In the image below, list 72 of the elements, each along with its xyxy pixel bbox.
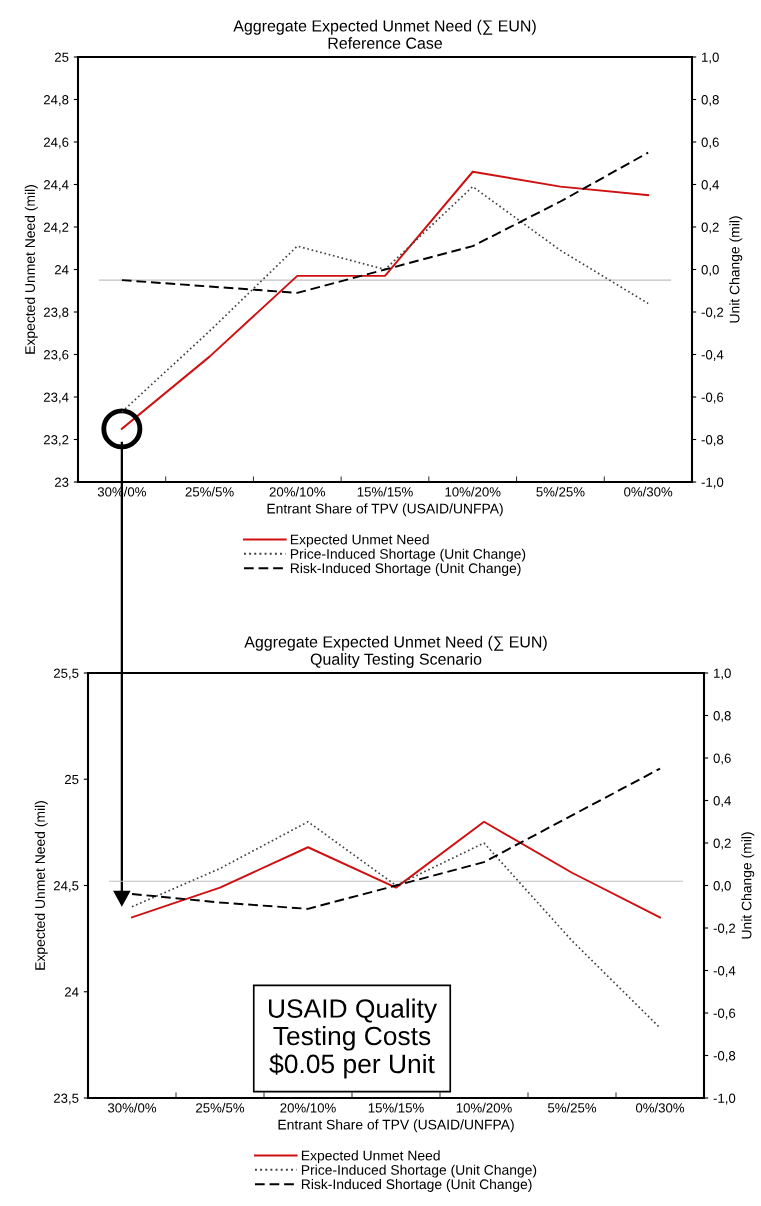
y2-tick-label: 0,6	[701, 137, 719, 149]
x-tick-label: 0%/30%	[624, 486, 673, 497]
x-axis-title: Entrant Share of TPV (USAID/UNFPA)	[278, 1119, 514, 1133]
y-tick-label: 23,6	[43, 350, 69, 361]
x-tick-label: 0%/30%	[635, 1102, 685, 1113]
y2-tick-label: -1,0	[701, 477, 724, 489]
y-tick-label: 25	[64, 774, 79, 785]
chart-subtitle: Reference Case	[328, 37, 442, 49]
x-tick-label: 5%/25%	[547, 1102, 597, 1113]
y-axis-title: Expected Unmet Need (mil)	[24, 185, 38, 354]
y2-tick-label: -0,2	[701, 307, 724, 319]
y-tick-label: 24,8	[43, 95, 69, 106]
y2-tick-label: -0,2	[713, 923, 736, 935]
x-tick-label: 30%/0%	[107, 1102, 157, 1113]
y2-tick-label: 0,0	[713, 881, 731, 892]
y2-tick-label: -1,0	[713, 1093, 736, 1105]
legend-label: Price-Induced Shortage (Unit Change)	[290, 548, 526, 562]
legend-label: Expected Unmet Need	[301, 1150, 440, 1164]
y2-tick-label: -0,8	[713, 1051, 736, 1062]
y-tick-label: 24,2	[43, 222, 69, 234]
x-tick-label: 25%/5%	[185, 486, 234, 497]
y-tick-label: 24,4	[43, 180, 69, 191]
y2-tick-label: -0,8	[701, 435, 724, 446]
y-tick-label: 23,8	[43, 307, 69, 319]
y-tick-label: 25	[54, 52, 69, 62]
x-tick-label: 15%/15%	[357, 486, 413, 497]
x-tick-label: 10%/20%	[456, 1102, 512, 1113]
line-series	[120, 151, 650, 294]
y2-tick-label: 0,4	[713, 796, 731, 807]
y2-tick-label: 0,0	[701, 265, 719, 276]
y-tick-label: 23,4	[43, 392, 69, 404]
x-tick-label: 5%/25%	[536, 486, 585, 497]
x-tick-label: 15%/15%	[368, 1102, 424, 1113]
y2-tick-label: 1,0	[702, 52, 719, 64]
y2-tick-label: 0,2	[713, 838, 731, 850]
chart-title: Aggregate Expected Unmet Need (∑ EUN)	[233, 19, 536, 35]
y-tick-label: 23	[54, 477, 69, 487]
y-tick-label: 24	[54, 265, 69, 275]
chart-subtitle: Quality Testing Scenario	[310, 653, 482, 668]
y2-tick-label: 0,8	[701, 95, 719, 106]
legend-label: Risk-Induced Shortage (Unit Change)	[301, 1178, 532, 1192]
y2-axis-title: Unit Change (mil)	[729, 216, 743, 323]
y-axis-title: Expected Unmet Need (mil)	[34, 801, 48, 970]
y-tick-label: 24,5	[53, 881, 79, 892]
y2-tick-label: -0,6	[713, 1008, 736, 1020]
y2-tick-label: 0,8	[713, 711, 731, 722]
line-series	[131, 820, 661, 919]
line-series	[121, 185, 649, 413]
legend-label: Expected Unmet Need	[290, 534, 429, 548]
y2-tick-label: -0,4	[701, 350, 724, 361]
y-tick-label: 23,5	[53, 1093, 79, 1105]
y-tick-label: 23,2	[43, 435, 69, 446]
chart-title: Aggregate Expected Unmet Need (∑ EUN)	[244, 635, 547, 651]
x-tick-label: 20%/10%	[269, 486, 326, 497]
y-tick-label: 24,6	[43, 137, 69, 149]
line-series	[131, 767, 661, 910]
x-tick-label: 25%/5%	[196, 1102, 245, 1113]
x-tick-label: 10%/20%	[445, 486, 501, 497]
y2-tick-label: 0,6	[713, 753, 731, 765]
y2-tick-label: 1,0	[714, 668, 731, 680]
y2-tick-label: 0,2	[701, 222, 719, 234]
x-axis-title: Entrant Share of TPV (USAID/UNFPA)	[267, 503, 503, 517]
x-tick-label: 20%/10%	[280, 1102, 336, 1113]
legend-label: Risk-Induced Shortage (Unit Change)	[290, 562, 521, 576]
annotation: USAID Quality Testing Costs $0.05 per Unit	[268, 998, 438, 1079]
legend-label: Price-Induced Shortage (Unit Change)	[301, 1164, 537, 1178]
y2-tick-label: -0,4	[713, 966, 736, 977]
y-tick-label: 24	[64, 987, 79, 997]
y2-axis-title: Unit Change (mil)	[741, 832, 755, 939]
y-tick-label: 25,5	[53, 668, 79, 680]
y2-tick-label: 0,4	[701, 180, 719, 191]
y2-tick-label: -0,6	[701, 392, 724, 404]
